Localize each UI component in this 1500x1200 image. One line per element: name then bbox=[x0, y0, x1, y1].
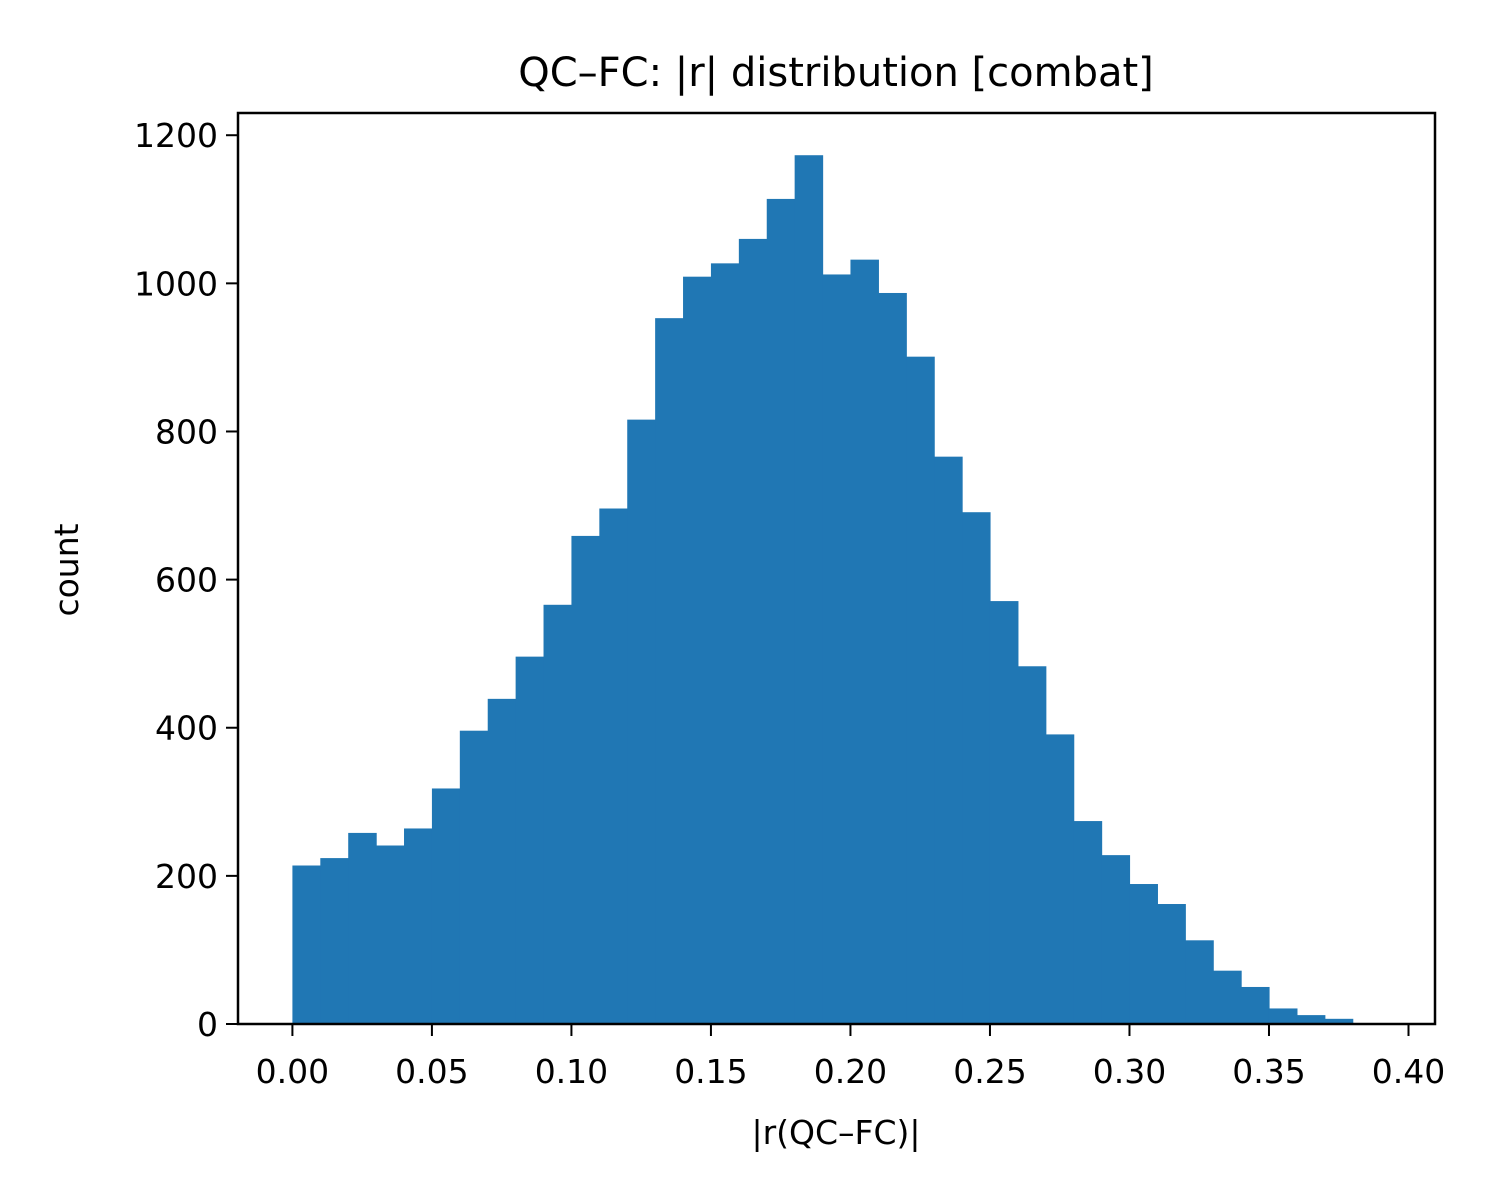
histogram-bar bbox=[710, 263, 740, 1024]
x-tick-label: 0.15 bbox=[674, 1052, 747, 1091]
x-tick-label: 0.35 bbox=[1232, 1052, 1305, 1091]
x-axis: 0.00 0.05 0.10 0.15 0.20 0.25 0.30 0.35 0.40 bbox=[256, 1024, 1445, 1091]
histogram-bar bbox=[1213, 970, 1242, 1024]
y-tick-label: 1200 bbox=[134, 116, 218, 155]
y-axis-label: count bbox=[47, 523, 86, 616]
x-tick-label: 0.40 bbox=[1372, 1052, 1445, 1091]
histogram-bar bbox=[1017, 666, 1047, 1024]
histogram-bar bbox=[404, 828, 433, 1024]
histogram-bar bbox=[376, 845, 405, 1024]
histogram-bar bbox=[1129, 884, 1158, 1024]
histogram-bar bbox=[1268, 1008, 1298, 1024]
y-axis: 0 200 400 600 800 1000 1200 bbox=[134, 116, 238, 1044]
histogram-bar bbox=[934, 456, 963, 1025]
histogram-bars bbox=[292, 155, 1354, 1025]
x-tick-label: 0.20 bbox=[814, 1052, 887, 1091]
histogram-bar bbox=[1101, 855, 1131, 1024]
histogram-bar bbox=[655, 318, 684, 1024]
histogram-bar bbox=[738, 238, 768, 1024]
x-tick-label: 0.10 bbox=[535, 1052, 608, 1091]
y-tick-label: 400 bbox=[155, 709, 218, 748]
histogram-bar bbox=[1324, 1018, 1354, 1024]
x-axis-label: |r(QC–FC)| bbox=[751, 1113, 920, 1152]
histogram-bar bbox=[962, 512, 991, 1024]
plot-frame bbox=[236, 111, 1437, 1026]
histogram-bar bbox=[292, 865, 321, 1024]
histogram-bar bbox=[794, 155, 824, 1025]
histogram-bar bbox=[906, 356, 935, 1025]
histogram-bar bbox=[878, 292, 907, 1025]
histogram-bar bbox=[599, 508, 628, 1024]
y-tick-label: 0 bbox=[197, 1005, 218, 1044]
histogram-bar bbox=[1241, 986, 1270, 1024]
y-tick-label: 600 bbox=[155, 561, 218, 600]
histogram-bar bbox=[989, 601, 1019, 1024]
histogram-bar bbox=[822, 274, 852, 1024]
histogram-bar bbox=[487, 698, 517, 1024]
x-tick-label: 0.05 bbox=[395, 1052, 468, 1091]
chart-title: QC–FC: |r| distribution [combat] bbox=[518, 50, 1154, 96]
histogram-bar bbox=[543, 604, 573, 1024]
histogram-bar bbox=[1296, 1015, 1326, 1024]
histogram-bar bbox=[348, 832, 377, 1024]
histogram-bar bbox=[1185, 940, 1214, 1024]
histogram-bar bbox=[431, 788, 461, 1024]
histogram-bar bbox=[1073, 821, 1103, 1024]
histogram-bar bbox=[1157, 904, 1186, 1024]
x-tick-label: 0.00 bbox=[256, 1052, 329, 1091]
histogram-bar bbox=[320, 858, 349, 1024]
histogram-bar bbox=[850, 259, 879, 1024]
histogram-bar bbox=[571, 535, 600, 1024]
histogram-bar bbox=[1045, 734, 1075, 1024]
y-tick-label: 800 bbox=[155, 412, 218, 451]
y-tick-label: 1000 bbox=[134, 264, 218, 303]
histogram-bar bbox=[459, 730, 489, 1024]
y-tick-label: 200 bbox=[155, 857, 218, 896]
histogram-bar bbox=[683, 276, 712, 1025]
x-tick-label: 0.30 bbox=[1093, 1052, 1166, 1091]
histogram-bar bbox=[627, 419, 656, 1024]
histogram-bar bbox=[766, 198, 796, 1024]
histogram-bar bbox=[515, 656, 545, 1024]
x-tick-label: 0.25 bbox=[953, 1052, 1026, 1091]
